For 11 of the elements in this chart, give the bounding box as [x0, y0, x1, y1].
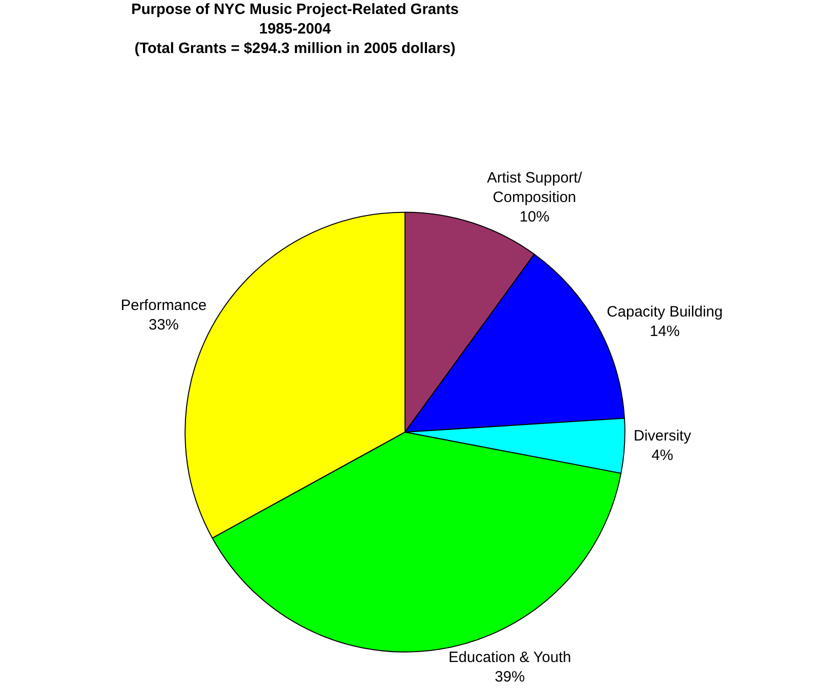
data-label: 33% [148, 316, 179, 334]
data-label: 14% [650, 323, 680, 340]
slice-label: Artist Support/ Composition [486, 170, 583, 206]
data-label: 39% [494, 668, 525, 686]
data-label: 4% [651, 447, 674, 464]
data-label: 10% [519, 208, 550, 226]
slice-label: Diversity [634, 428, 692, 445]
slice-label: Performance [120, 297, 207, 314]
chart-title: Purpose of NYC Music Project-Related Grants 1985-2004 (Total Grants = $294.3 million in 2005 dollars) [131, 0, 459, 57]
slice-label: Education & Youth [448, 648, 572, 666]
slice-label: Capacity Building [606, 304, 723, 321]
